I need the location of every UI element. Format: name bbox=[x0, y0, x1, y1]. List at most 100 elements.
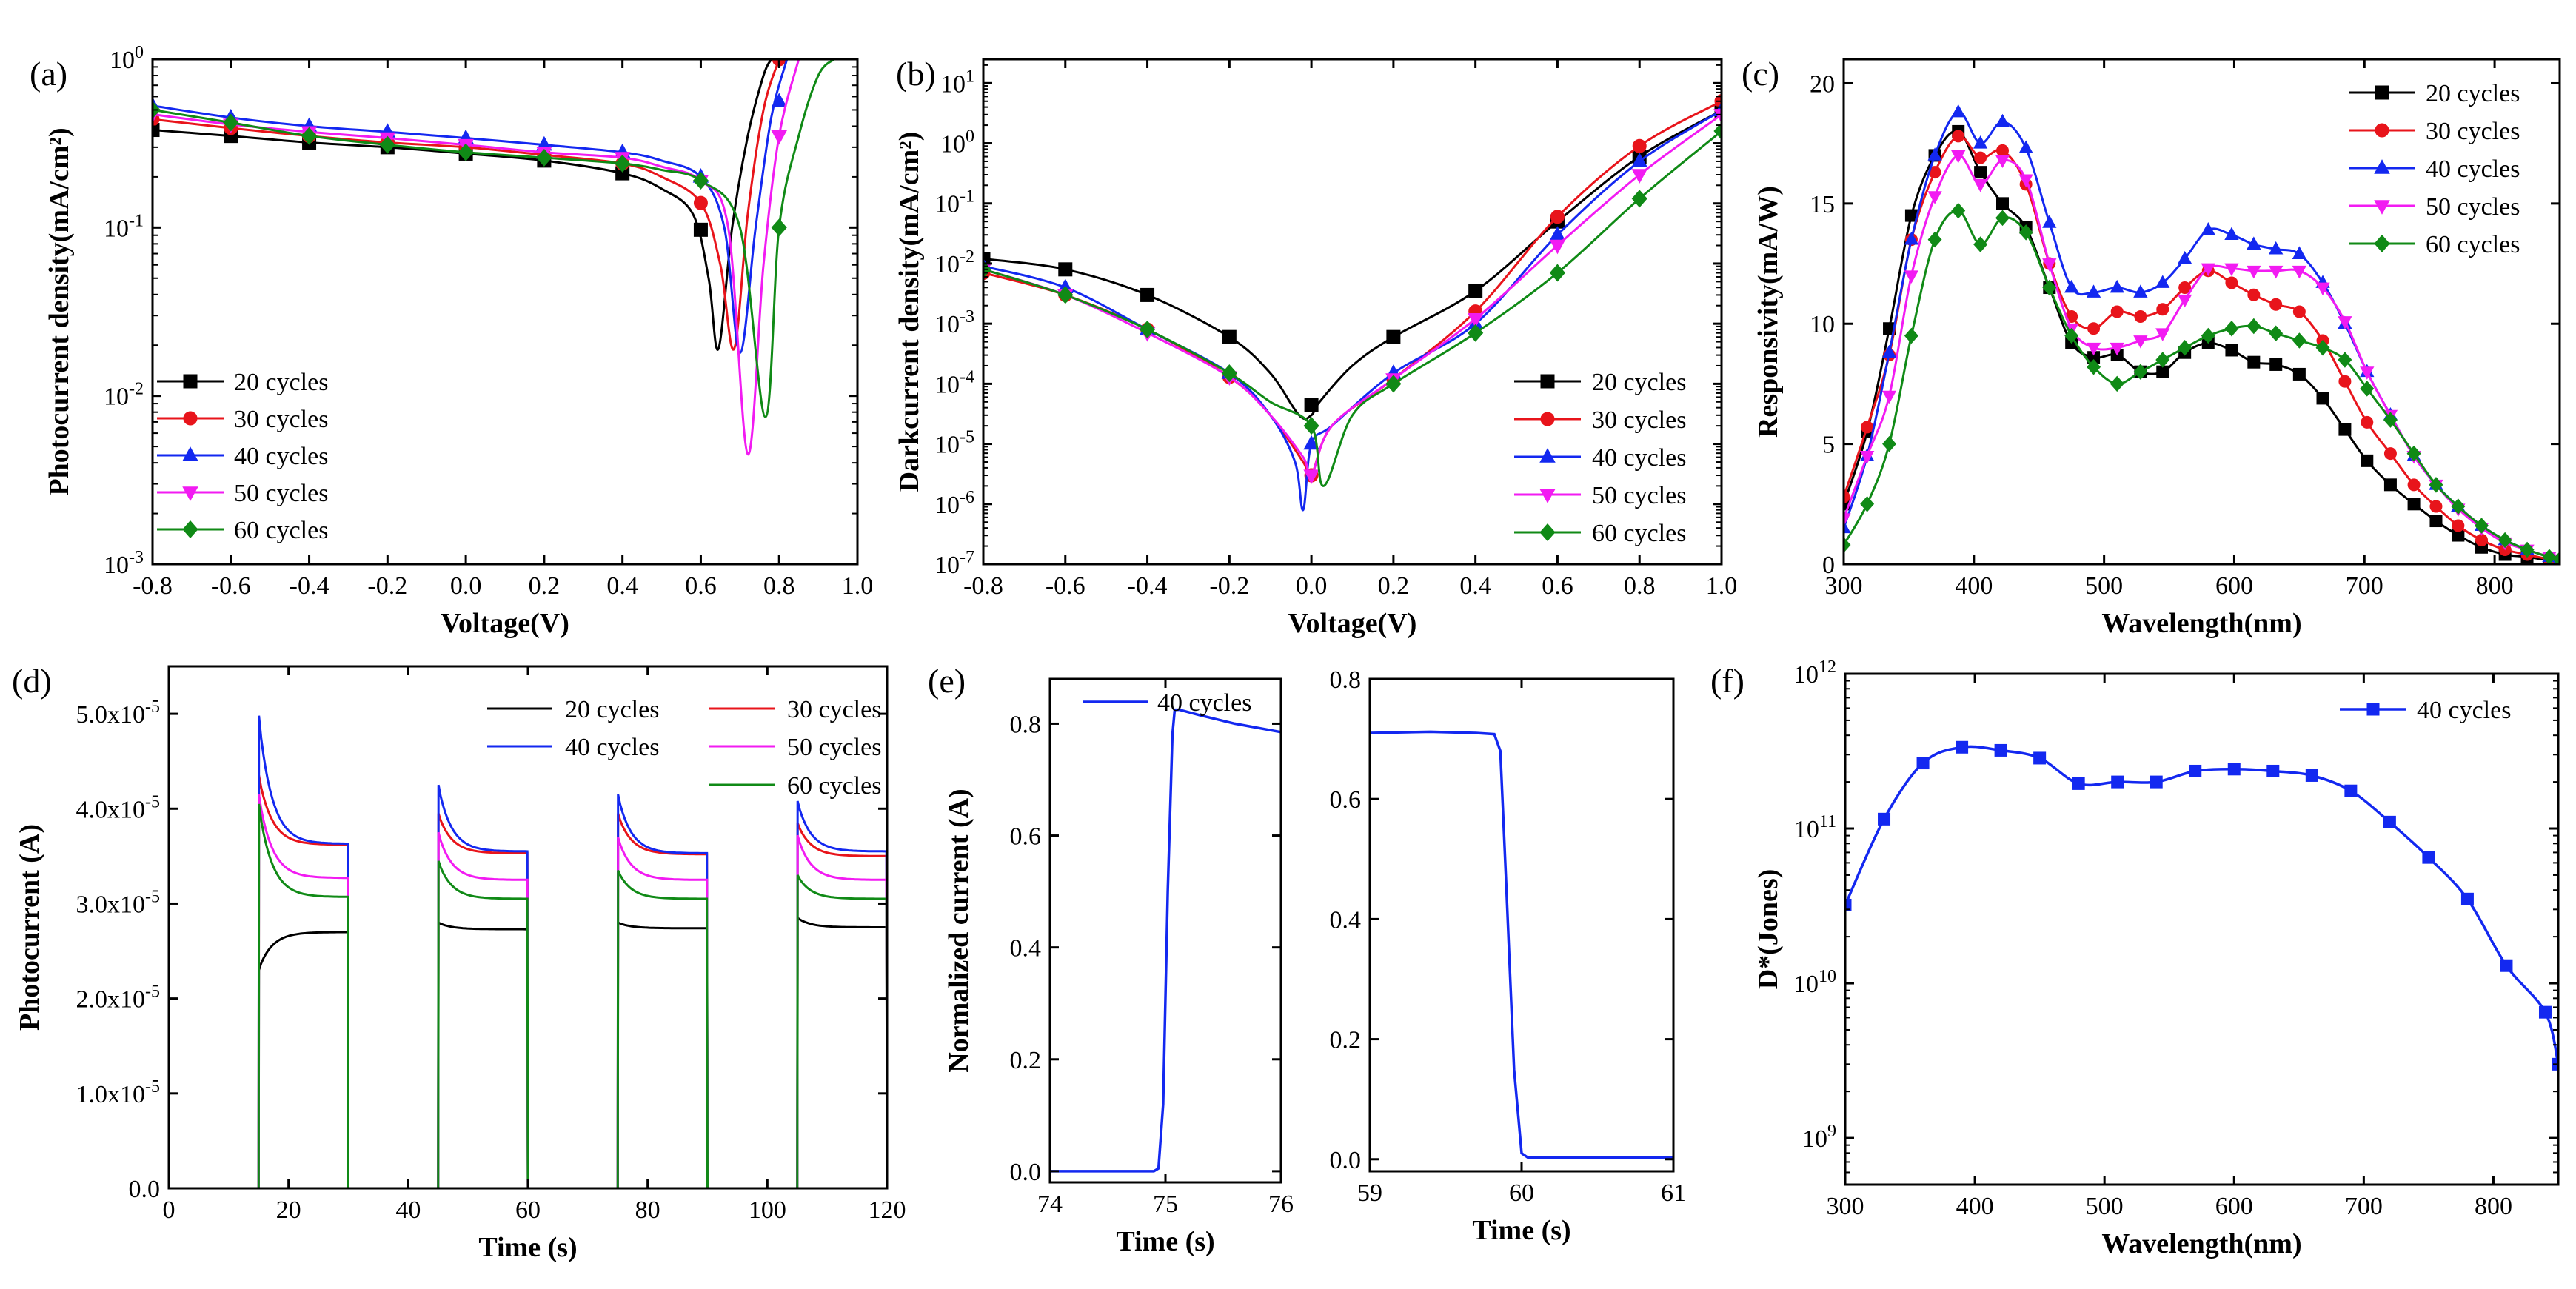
y-axis-label: Photocurrent (A) bbox=[14, 824, 45, 1031]
series-line-40-cycles bbox=[169, 715, 887, 1188]
data-point bbox=[1385, 375, 1402, 393]
legend-label: 20 cycles bbox=[2426, 80, 2520, 107]
x-tick-label: 74 bbox=[1037, 1191, 1063, 1218]
data-point bbox=[2201, 263, 2215, 277]
y-tick-label: 0.0 bbox=[1330, 1147, 1362, 1174]
data-point bbox=[2344, 784, 2358, 797]
data-point bbox=[1927, 231, 1942, 248]
data-point bbox=[2133, 364, 2148, 380]
legend-marker bbox=[1539, 523, 1556, 542]
legend-label: 40 cycles bbox=[565, 734, 659, 761]
y-tick-label: 0 bbox=[1822, 552, 1835, 579]
data-point bbox=[301, 127, 318, 145]
data-point bbox=[1304, 398, 1319, 412]
y-tick-label-base: 10 bbox=[1793, 971, 1819, 998]
data-point bbox=[1995, 197, 2009, 210]
x-tick-label: 100 bbox=[749, 1196, 786, 1224]
data-point bbox=[1995, 144, 2009, 157]
data-point bbox=[1927, 191, 1942, 204]
data-point bbox=[2111, 775, 2124, 789]
y-tick-label: 10-7 bbox=[934, 548, 974, 579]
legend-label: 60 cycles bbox=[234, 517, 328, 544]
y-tick-label: 0.6 bbox=[1010, 823, 1042, 851]
series-line-30-cycles bbox=[169, 775, 887, 1188]
data-point bbox=[2269, 241, 2284, 255]
series-line-40-cycles bbox=[1845, 745, 2558, 1065]
y-tick-label-base: 10 bbox=[940, 131, 966, 158]
legend-marker bbox=[2375, 85, 2389, 100]
data-point bbox=[615, 154, 631, 173]
series-line-40-cycles bbox=[153, 59, 789, 355]
legend-marker bbox=[182, 486, 198, 501]
frame-f bbox=[1844, 672, 2560, 1186]
data-point bbox=[2178, 281, 2192, 295]
x-tick-label: -0.6 bbox=[1046, 572, 1085, 600]
data-point bbox=[2087, 322, 2101, 335]
data-point bbox=[1881, 344, 1897, 358]
y-tick-label-base: 10 bbox=[934, 552, 960, 579]
x-tick-label: -0.8 bbox=[963, 572, 1003, 600]
data-point bbox=[1952, 130, 1965, 143]
y-tick-label-base: 4.0x10 bbox=[76, 796, 146, 823]
legend-marker bbox=[1540, 412, 1555, 426]
data-point bbox=[2538, 1005, 2552, 1019]
legend-label: 20 cycles bbox=[1592, 369, 1686, 396]
y-tick-label: 10 bbox=[1810, 311, 1835, 338]
data-point bbox=[2406, 445, 2421, 462]
y-tick-label: 0.0 bbox=[129, 1176, 161, 1203]
x-tick-label: 76 bbox=[1268, 1191, 1294, 1218]
y-tick-label-exp: -5 bbox=[145, 697, 160, 717]
x-tick-label: 400 bbox=[1956, 1193, 1994, 1220]
y-tick-label-base: 10 bbox=[1793, 661, 1819, 689]
y-tick-label-exp: -1 bbox=[129, 211, 144, 230]
y-axis-label-text: Photocurrent density(mA/cm²) bbox=[44, 127, 75, 495]
y-tick-label-exp: 11 bbox=[1819, 812, 1836, 831]
y-tick-label-exp: -4 bbox=[960, 367, 974, 386]
x-axis-label: Time (s) bbox=[1116, 1226, 1214, 1257]
y-tick-label-base: 10 bbox=[104, 384, 129, 411]
x-tick-label: 0.8 bbox=[763, 572, 795, 600]
legend-label: 60 cycles bbox=[1592, 520, 1686, 547]
data-point bbox=[2033, 751, 2047, 765]
data-point bbox=[1844, 520, 1851, 534]
y-tick-label: 10-3 bbox=[104, 548, 144, 579]
data-point bbox=[2155, 328, 2170, 341]
data-point bbox=[2064, 279, 2079, 293]
data-point bbox=[2133, 284, 2148, 298]
data-point bbox=[2552, 551, 2560, 564]
data-point bbox=[2018, 140, 2033, 154]
data-point bbox=[771, 130, 787, 145]
series-line-60-cycles bbox=[169, 803, 887, 1188]
legend-marker bbox=[1540, 374, 1555, 389]
panel-label: (c) bbox=[1742, 55, 1779, 93]
y-tick-label: 10-1 bbox=[104, 211, 144, 242]
x-axis-label: Voltage(V) bbox=[441, 608, 569, 639]
legend-marker bbox=[2374, 234, 2390, 253]
data-point bbox=[1904, 231, 1919, 245]
legend-label: 40 cycles bbox=[234, 443, 328, 470]
legend-label: 30 cycles bbox=[2426, 118, 2520, 145]
y-tick-label-exp: -6 bbox=[960, 488, 974, 507]
data-point bbox=[771, 93, 787, 107]
subplot-e-1: 74 75 76 0.0 0.2 0.4 0.6 0.8 Time (s) bbox=[1010, 677, 1294, 1257]
y-tick-label: 0.4 bbox=[1010, 935, 1042, 962]
legend-marker bbox=[2375, 123, 2389, 138]
data-point bbox=[2042, 279, 2057, 296]
data-point bbox=[2292, 332, 2306, 349]
data-point bbox=[1631, 190, 1647, 208]
y-axis-label-text: Responsivity(mA/W) bbox=[1753, 186, 1784, 438]
y-tick-label-base: 10 bbox=[104, 215, 129, 242]
data-point bbox=[1221, 364, 1237, 383]
data-point bbox=[2429, 515, 2443, 528]
data-point bbox=[1467, 313, 1484, 328]
data-point bbox=[1845, 898, 1852, 911]
y-tick-label-base: 10 bbox=[104, 552, 129, 579]
frame-a bbox=[151, 58, 859, 566]
data-point bbox=[1974, 151, 1987, 164]
data-point bbox=[2360, 366, 2375, 380]
legend-label: 40 cycles bbox=[2426, 155, 2520, 183]
x-tick-label: -0.6 bbox=[211, 572, 251, 600]
legend-label: 40 cycles bbox=[2417, 697, 2511, 724]
data-point bbox=[692, 171, 709, 190]
